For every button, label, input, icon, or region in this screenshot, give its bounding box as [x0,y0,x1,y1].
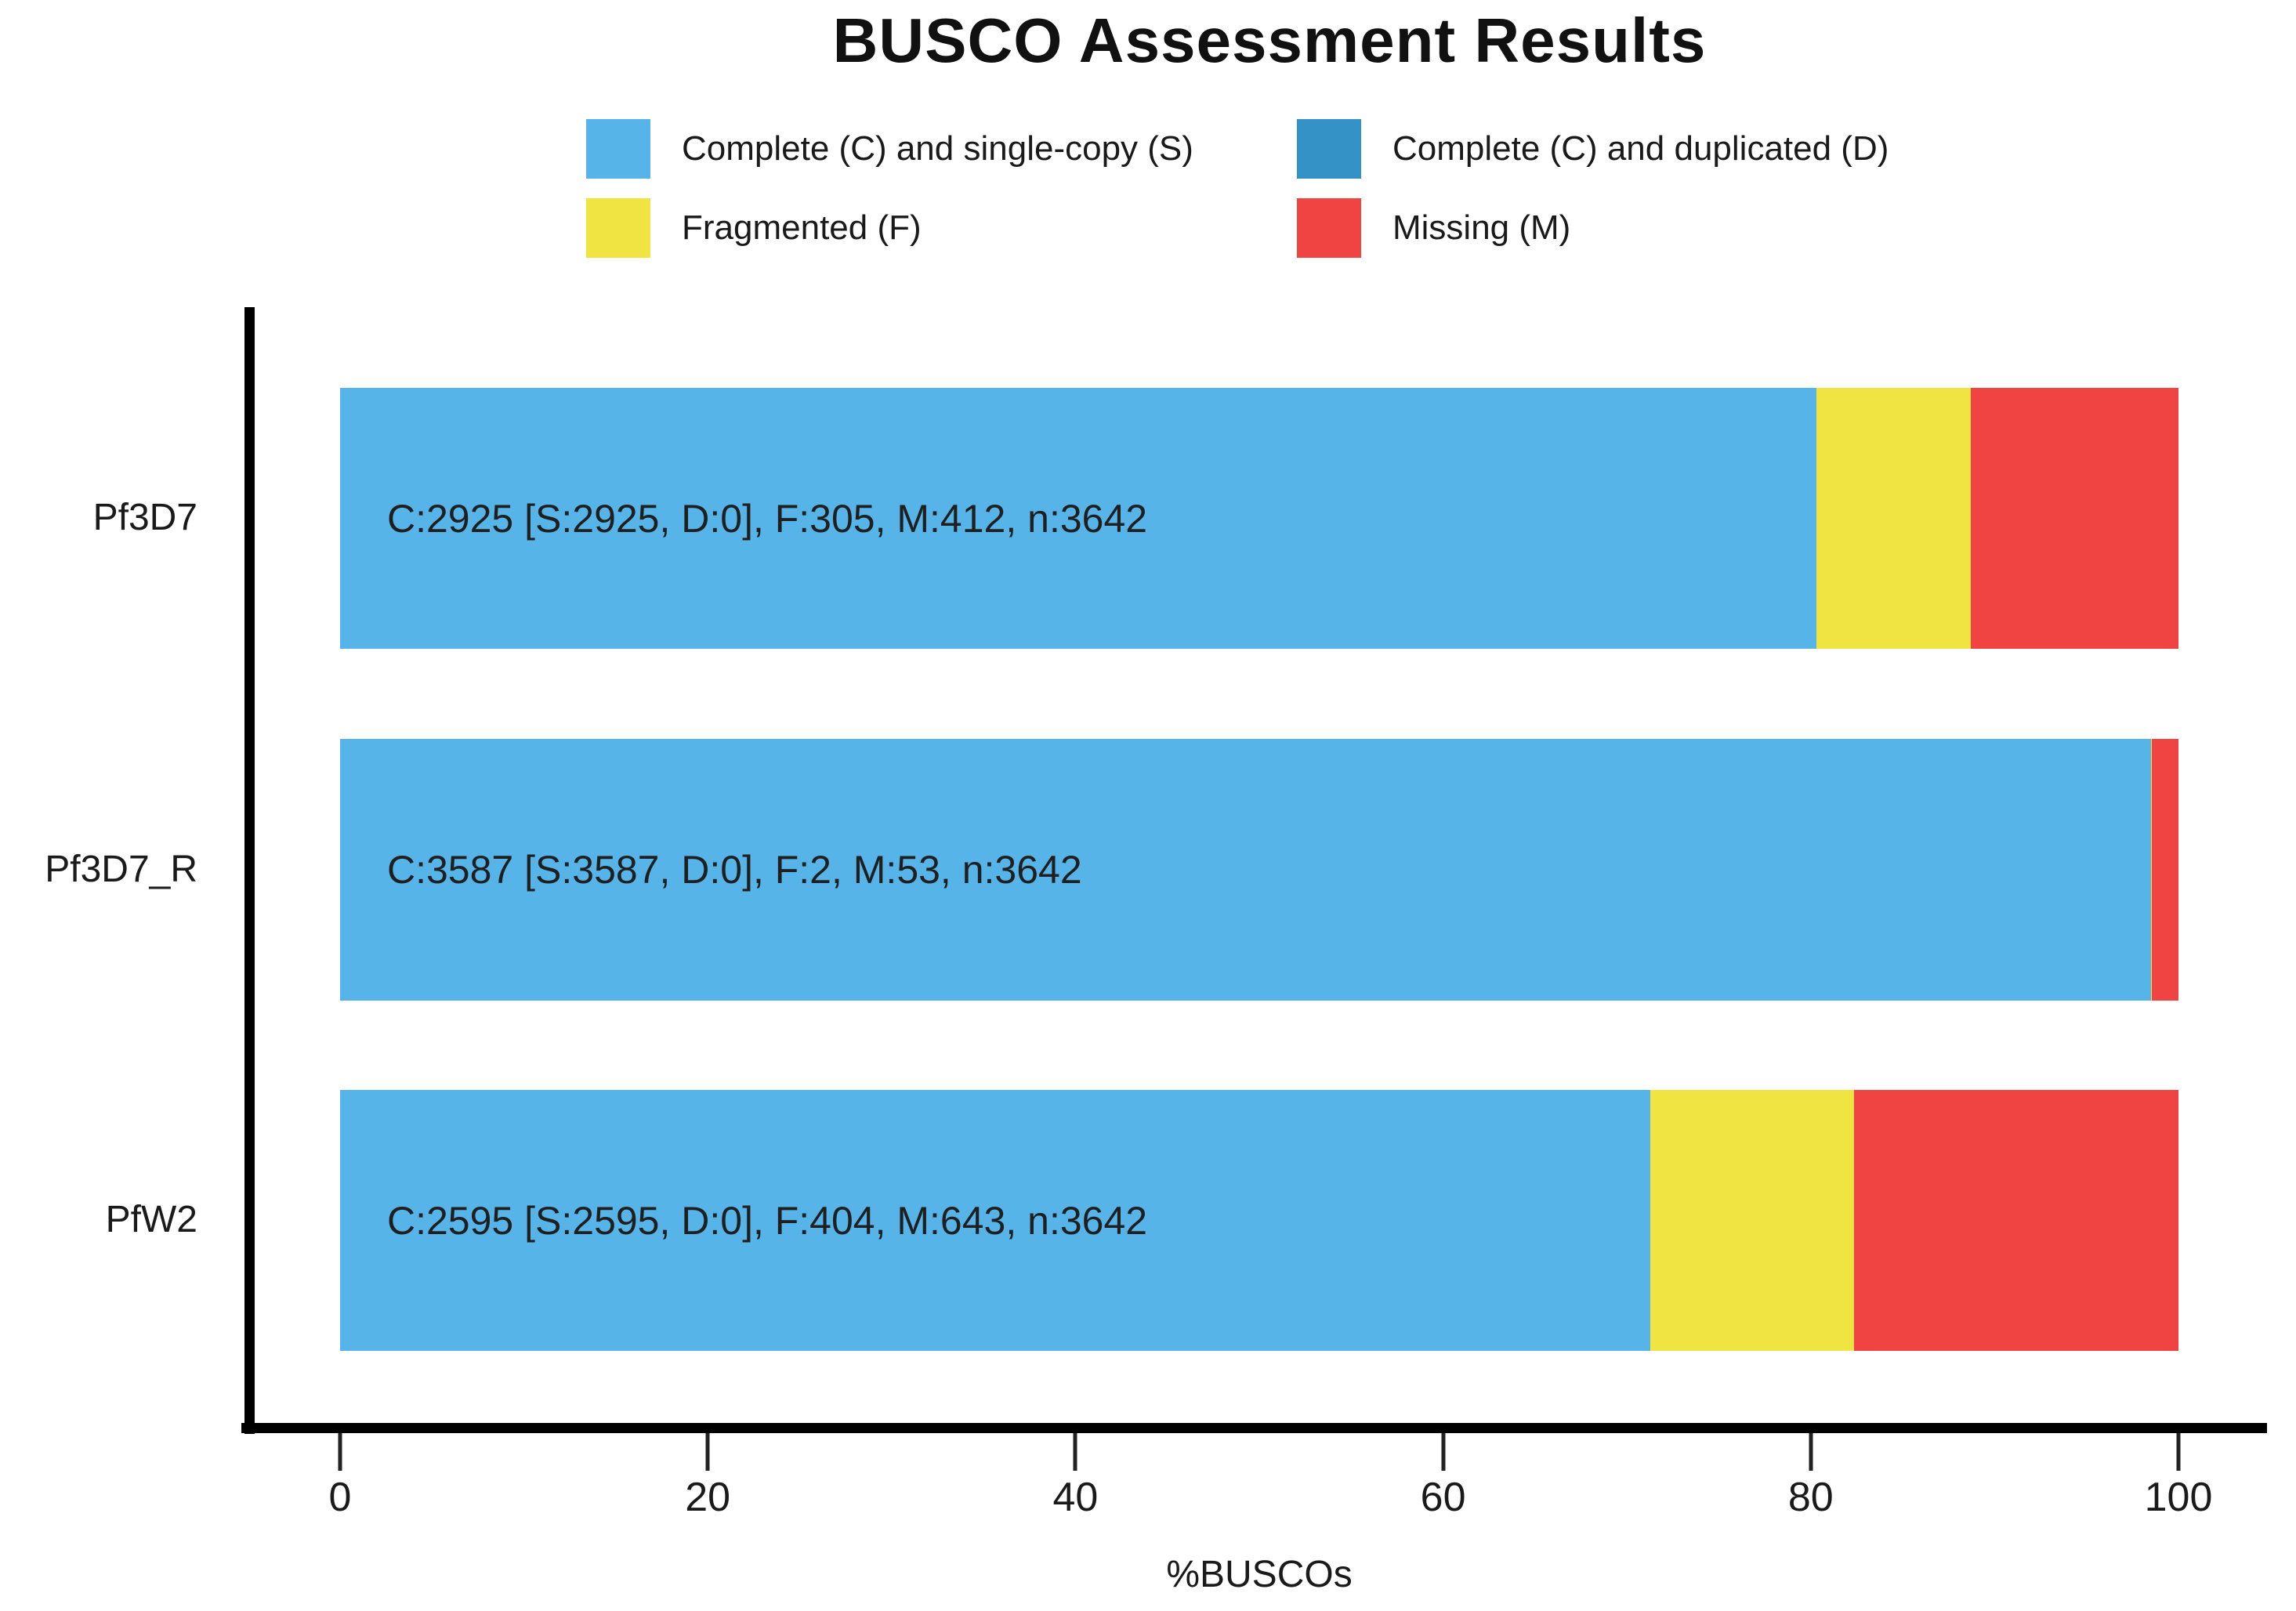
bar-segments [340,1090,2178,1351]
legend-item-complete-single: Complete (C) and single-copy (S) [586,119,1297,179]
x-tick-mark [338,1433,342,1471]
x-tick-label: 40 [1052,1475,1099,1520]
bar-segment [1816,388,1971,649]
legend-item-complete-duplicated: Complete (C) and duplicated (D) [1297,119,1889,179]
legend: Complete (C) and single-copy (S) Complet… [586,119,1889,258]
complete-single-swatch-icon [586,119,650,179]
legend-label: Complete (C) and duplicated (D) [1392,129,1889,168]
bar-segment [340,388,1817,649]
bar-segment [340,1090,1650,1351]
x-tick-mark [1073,1433,1077,1471]
x-tick-mark [705,1433,710,1471]
y-axis-label-pf3d7: Pf3D7 [92,497,197,538]
x-tick-mark [1809,1433,1813,1471]
bar-row-pf3d7: C:2925 [S:2925, D:0], F:305, M:412, n:36… [340,388,2178,649]
x-tick-mark [2176,1433,2181,1471]
bar-row-pf3d7-r: C:3587 [S:3587, D:0], F:2, M:53, n:3642 [340,739,2178,1001]
x-tick-label: 100 [2144,1475,2213,1520]
bar-segment [2150,739,2152,1001]
legend-label: Complete (C) and single-copy (S) [682,129,1193,168]
bar-segment [1970,388,2178,649]
x-tick-label: 0 [328,1475,352,1520]
bar-value-label: C:2595 [S:2595, D:0], F:404, M:643, n:36… [387,1198,1148,1243]
fragmented-swatch-icon [586,198,650,258]
x-tick-mark [1441,1433,1446,1471]
y-axis-label-pfw2: PfW2 [105,1199,197,1240]
bar-segments [340,388,2178,649]
bar-value-label: C:3587 [S:3587, D:0], F:2, M:53, n:3642 [387,848,1082,892]
legend-item-fragmented: Fragmented (F) [586,198,1297,258]
bar-value-label: C:2925 [S:2925, D:0], F:305, M:412, n:36… [387,496,1148,541]
x-axis-title: %BUSCOs [1166,1554,1353,1595]
bar-segment [340,739,2151,1001]
chart-title: BUSCO Assessment Results [832,5,1707,75]
bar-segments [340,739,2178,1001]
x-tick-label: 60 [1420,1475,1466,1520]
bar-segment [1650,1090,1854,1351]
bar-row-pfw2: C:2595 [S:2595, D:0], F:404, M:643, n:36… [340,1090,2178,1351]
x-ticks: 0 20 40 60 80 100 [329,1433,2212,1543]
missing-swatch-icon [1297,198,1361,258]
complete-duplicated-swatch-icon [1297,119,1361,179]
bar-segment [1853,1090,2178,1351]
y-axis-label-pf3d7-r: Pf3D7_R [45,849,197,890]
legend-label: Missing (M) [1392,208,1571,247]
y-axis-line [244,307,255,1434]
x-axis-line [241,1423,2267,1433]
x-tick-label: 20 [685,1475,731,1520]
legend-item-missing: Missing (M) [1297,198,1889,258]
bar-segment [2151,739,2178,1001]
legend-label: Fragmented (F) [682,208,922,247]
x-tick-label: 80 [1787,1475,1834,1520]
